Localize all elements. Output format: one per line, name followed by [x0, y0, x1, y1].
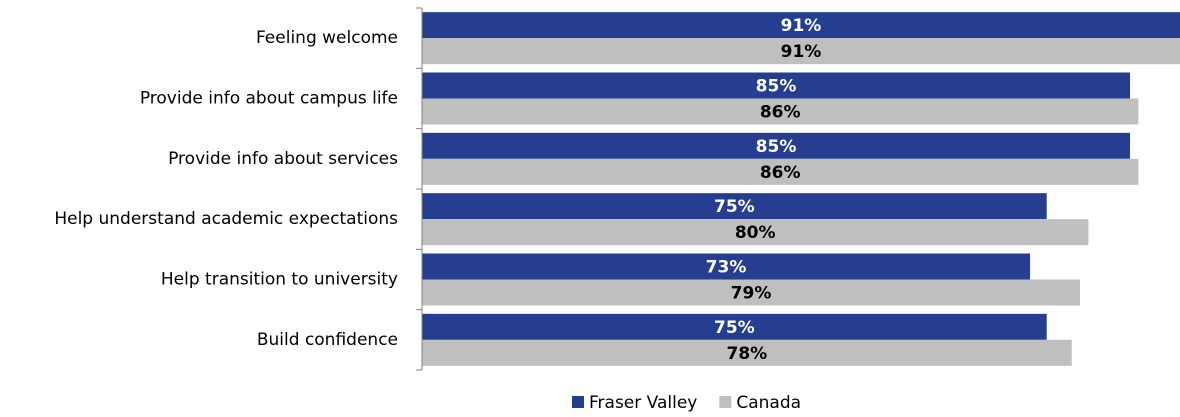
category-label: Feeling welcome: [256, 28, 398, 48]
legend-swatch: [572, 396, 584, 408]
bar: [422, 158, 1139, 185]
bar: [422, 253, 1031, 280]
bar: [422, 313, 1047, 340]
bar: [422, 132, 1131, 159]
value-label: 85%: [756, 137, 797, 157]
bar: [422, 12, 1180, 39]
value-label: 85%: [756, 77, 797, 97]
bar: [422, 219, 1089, 246]
legend-label: Canada: [736, 393, 801, 413]
value-label: 86%: [760, 103, 801, 123]
category-label: Provide info about services: [168, 149, 398, 169]
value-label: 75%: [714, 197, 755, 217]
value-label: 80%: [735, 223, 776, 243]
bar: [422, 38, 1180, 65]
legend-label: Fraser Valley: [589, 393, 697, 413]
bar: [422, 193, 1047, 220]
value-label: 86%: [760, 163, 801, 183]
value-label: 91%: [781, 42, 822, 62]
value-label: 75%: [714, 318, 755, 338]
value-label: 79%: [731, 284, 772, 304]
bar: [422, 279, 1081, 306]
category-label: Provide info about campus life: [140, 89, 398, 109]
bar: [422, 72, 1131, 99]
legend-swatch: [719, 396, 732, 408]
category-label: Help understand academic expectations: [54, 209, 398, 229]
category-label: Build confidence: [257, 330, 398, 350]
category-label: Help transition to university: [161, 270, 398, 290]
bar: [422, 339, 1072, 366]
value-label: 91%: [781, 16, 822, 36]
bar: [422, 98, 1139, 125]
value-label: 78%: [727, 344, 768, 364]
value-label: 73%: [706, 258, 747, 278]
